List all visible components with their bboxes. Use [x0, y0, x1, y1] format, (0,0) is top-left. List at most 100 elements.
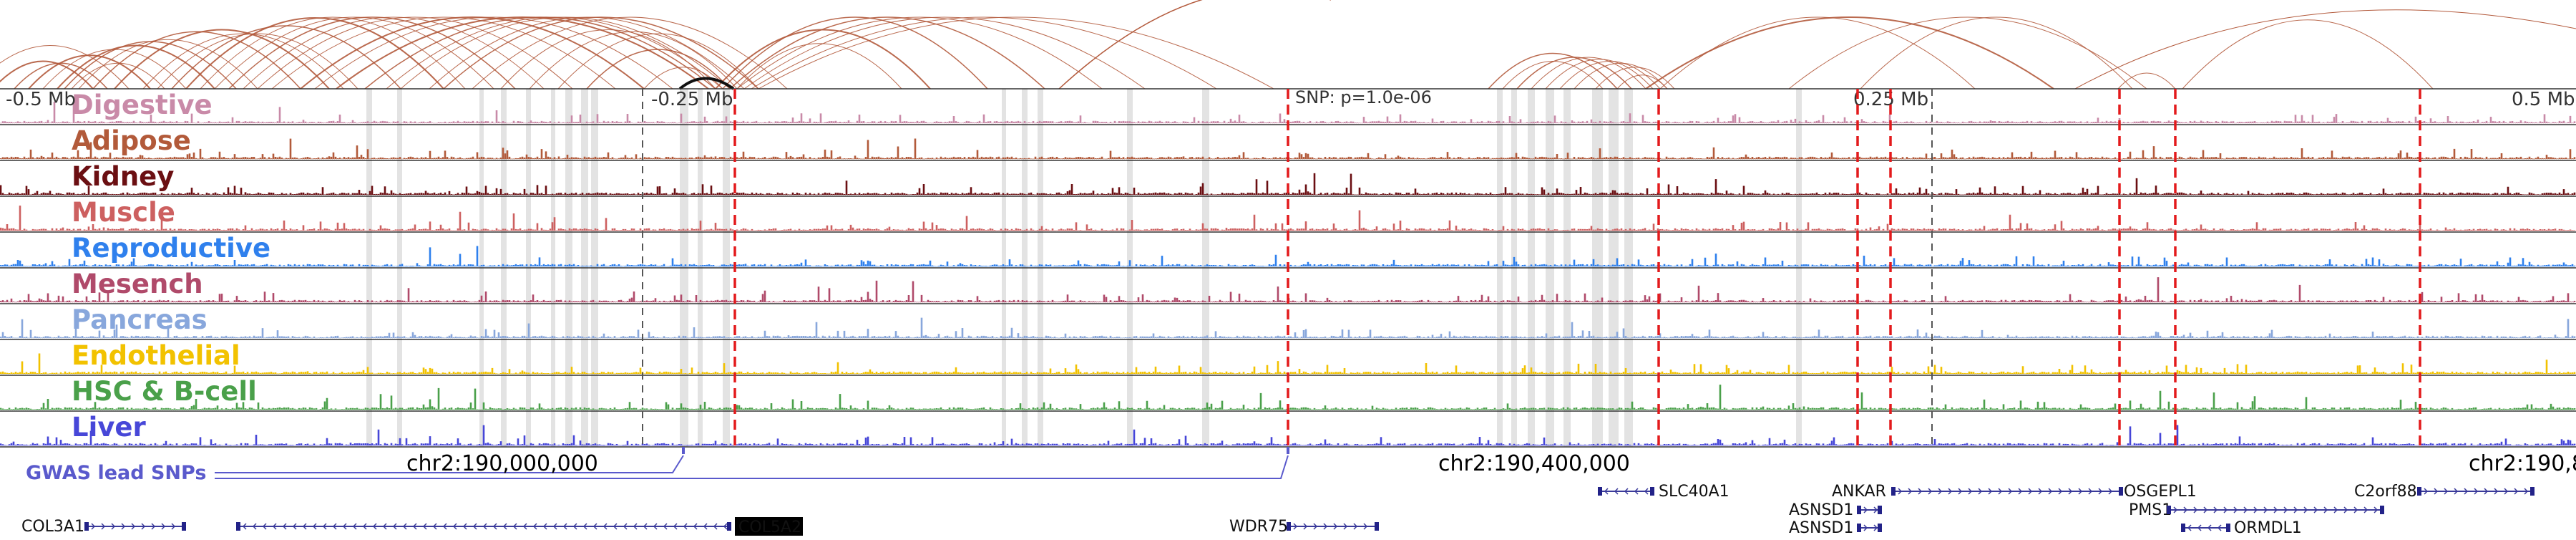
gene-strand-arrow — [1293, 523, 1298, 530]
gene-strand-arrow — [2444, 488, 2449, 495]
gene-strand-arrow — [101, 523, 106, 530]
gene-strand-arrow — [2303, 506, 2308, 514]
loop-arc — [92, 31, 301, 90]
gene-strand-arrow — [502, 523, 507, 530]
gene-label: ORMDL1 — [2234, 519, 2302, 537]
loop-arc — [336, 16, 709, 90]
gene-strand-arrow — [2484, 488, 2489, 495]
loop-arc — [42, 49, 187, 90]
loop-arc — [28, 54, 151, 90]
gene-exon — [2181, 524, 2185, 532]
loop-arc — [1595, 67, 1675, 90]
gene-strand-arrow — [2424, 488, 2429, 495]
loop-arc — [1645, 16, 2054, 90]
gene-strand-arrow — [131, 523, 136, 530]
gene-strand-arrow — [1614, 488, 1619, 495]
gene-strand-arrow — [1333, 523, 1338, 530]
gene-strand-arrow — [673, 523, 678, 530]
gene-strand-arrow — [532, 523, 537, 530]
gene-strand-arrow — [151, 523, 156, 530]
gene-strand-arrow — [653, 523, 658, 530]
gene-strand-arrow — [171, 523, 176, 530]
track-label: HSC & B-cell — [72, 376, 257, 407]
gene-strand-arrow — [482, 523, 487, 530]
gene-strand-arrow — [1323, 523, 1328, 530]
loop-arc — [429, 16, 745, 90]
loop-arc — [743, 16, 1146, 90]
gene-strand-arrow — [1343, 523, 1348, 530]
loop-arc — [0, 60, 94, 90]
gene-strand-arrow — [663, 523, 668, 530]
gene-strand-arrow — [512, 523, 517, 530]
track-label: Reproductive — [72, 233, 270, 264]
gene-strand-arrow — [2434, 488, 2439, 495]
gene-strand-arrow — [2263, 506, 2268, 514]
signal-peaks — [0, 173, 2576, 196]
gene-strand-arrow — [1604, 488, 1609, 495]
gene-strand-arrow — [372, 523, 377, 530]
gene-label: SLC40A1 — [1659, 483, 1729, 501]
loop-arc — [1659, 16, 1976, 90]
gene-strand-arrow — [2018, 488, 2023, 495]
gene-strand-arrow — [2038, 488, 2043, 495]
loop-arc — [2074, 9, 2576, 90]
gene-strand-arrow — [552, 523, 557, 530]
gene-model — [1857, 524, 1882, 532]
gene-strand-arrow — [2343, 506, 2348, 514]
gene-strand-arrow — [1634, 488, 1639, 495]
loop-arc — [1502, 61, 1604, 90]
gene-strand-arrow — [141, 523, 146, 530]
loop-arc — [729, 16, 1045, 90]
gene-strand-arrow — [292, 523, 297, 530]
gene-strand-arrow — [2068, 488, 2073, 495]
gene-exon — [2226, 524, 2230, 532]
gene-strand-arrow — [703, 523, 708, 530]
gene-strand-arrow — [442, 523, 447, 530]
gene-exon — [2119, 487, 2123, 496]
loop-arc — [200, 16, 466, 90]
gene-strand-arrow — [1873, 506, 1878, 514]
gene-strand-arrow — [1978, 488, 1983, 495]
gene-strand-arrow — [1908, 488, 1913, 495]
gene-strand-arrow — [1928, 488, 1933, 495]
gene-strand-arrow — [2353, 506, 2358, 514]
gene-strand-arrow — [2474, 488, 2479, 495]
track-label: Digestive — [72, 90, 213, 120]
gene-exon — [1878, 524, 1882, 532]
gene-strand-arrow — [2008, 488, 2013, 495]
gene-label: C2orf88 — [2354, 483, 2417, 501]
loop-arcs — [0, 0, 2576, 90]
gene-model — [1891, 487, 2123, 496]
loop-arc — [751, 16, 1217, 90]
gene-exon — [1857, 506, 1861, 514]
loop-arc — [214, 16, 494, 90]
gene-strand-arrow — [2028, 488, 2033, 495]
loop-arc — [257, 16, 573, 90]
signal-peaks — [0, 317, 2576, 339]
track-label: Pancreas — [72, 304, 208, 335]
gene-strand-arrow — [2223, 506, 2228, 514]
gene-strand-arrow — [2373, 506, 2379, 514]
loop-arc — [2182, 19, 2434, 90]
gene-strand-arrow — [2183, 506, 2188, 514]
gene-strand-arrow — [2058, 488, 2063, 495]
gene-exon — [2167, 506, 2171, 514]
loop-arc — [1860, 16, 2133, 90]
gene-model — [2181, 524, 2230, 532]
gene-strand-arrow — [542, 523, 547, 530]
loop-arc — [364, 16, 716, 90]
gene-strand-arrow — [2173, 506, 2178, 514]
gene-model — [84, 522, 186, 531]
gene-strand-arrow — [242, 523, 247, 530]
gene-label: ASNSD1 — [1789, 501, 1853, 519]
gene-strand-arrow — [1863, 506, 1868, 514]
gene-strand-arrow — [272, 523, 277, 530]
loop-arc — [300, 16, 645, 90]
loop-arc — [157, 33, 358, 90]
gene-strand-arrow — [412, 523, 417, 530]
gene-strand-arrow — [2233, 506, 2238, 514]
gene-strand-arrow — [623, 523, 628, 530]
gene-strand-arrow — [161, 523, 166, 530]
